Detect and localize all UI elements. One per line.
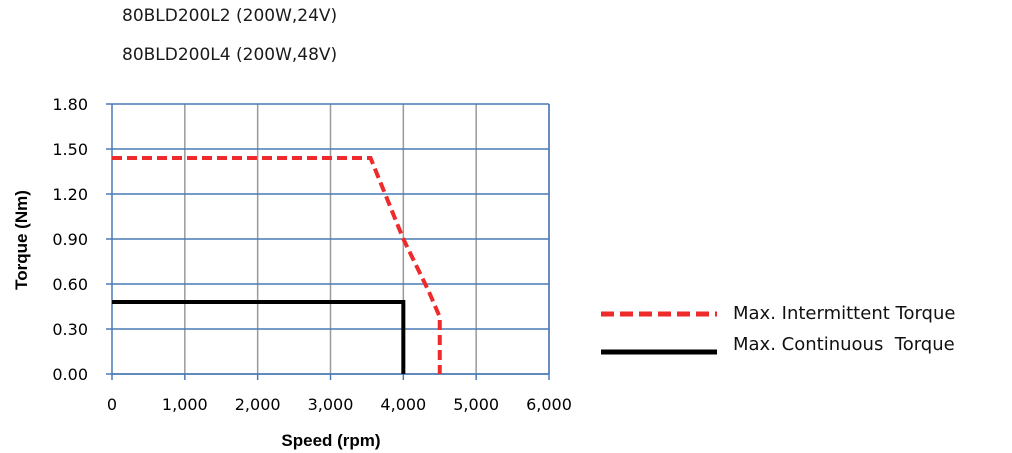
intermittent-torque-line	[112, 156, 442, 374]
y-axis-title: Torque (Nm)	[12, 190, 31, 290]
x-tick-label: 3,000	[308, 395, 354, 414]
continuous-torque-line	[112, 300, 406, 374]
y-tick-label: 1.20	[52, 185, 88, 204]
x-tick-label: 4,000	[380, 395, 426, 414]
axes	[111, 104, 550, 380]
x-tick-label: 1,000	[162, 395, 208, 414]
legend-label-intermittent: Max. Intermittent Torque	[733, 303, 955, 324]
y-tick-label: 0.60	[52, 275, 88, 294]
x-tick-label: 6,000	[526, 395, 572, 414]
plot-series	[112, 156, 442, 374]
legend: Max. Intermittent Torque Max. Continuous …	[601, 303, 955, 355]
tick-labels: 0 1,000 2,000 3,000 4,000 5,000 6,000 0.00 0.30 0…	[52, 95, 572, 414]
legend-label-continuous: Max. Continuous Torque	[733, 334, 955, 355]
y-tick-label: 0.30	[52, 320, 88, 339]
model-label-24v: 80BLD200L2 (200W,24V)	[122, 6, 338, 26]
y-tick-label: 1.50	[52, 140, 88, 159]
y-tick-label: 1.80	[52, 95, 88, 114]
x-tick-label: 5,000	[453, 395, 499, 414]
y-tick-label: 0.90	[52, 230, 88, 249]
x-axis-title: Speed (rpm)	[281, 431, 380, 450]
x-tick-label: 2,000	[235, 395, 281, 414]
x-tick-label: 0	[107, 395, 117, 414]
y-tick-label: 0.00	[52, 365, 88, 384]
model-label-48v: 80BLD200L4 (200W,48V)	[122, 45, 338, 65]
grid	[106, 103, 550, 375]
